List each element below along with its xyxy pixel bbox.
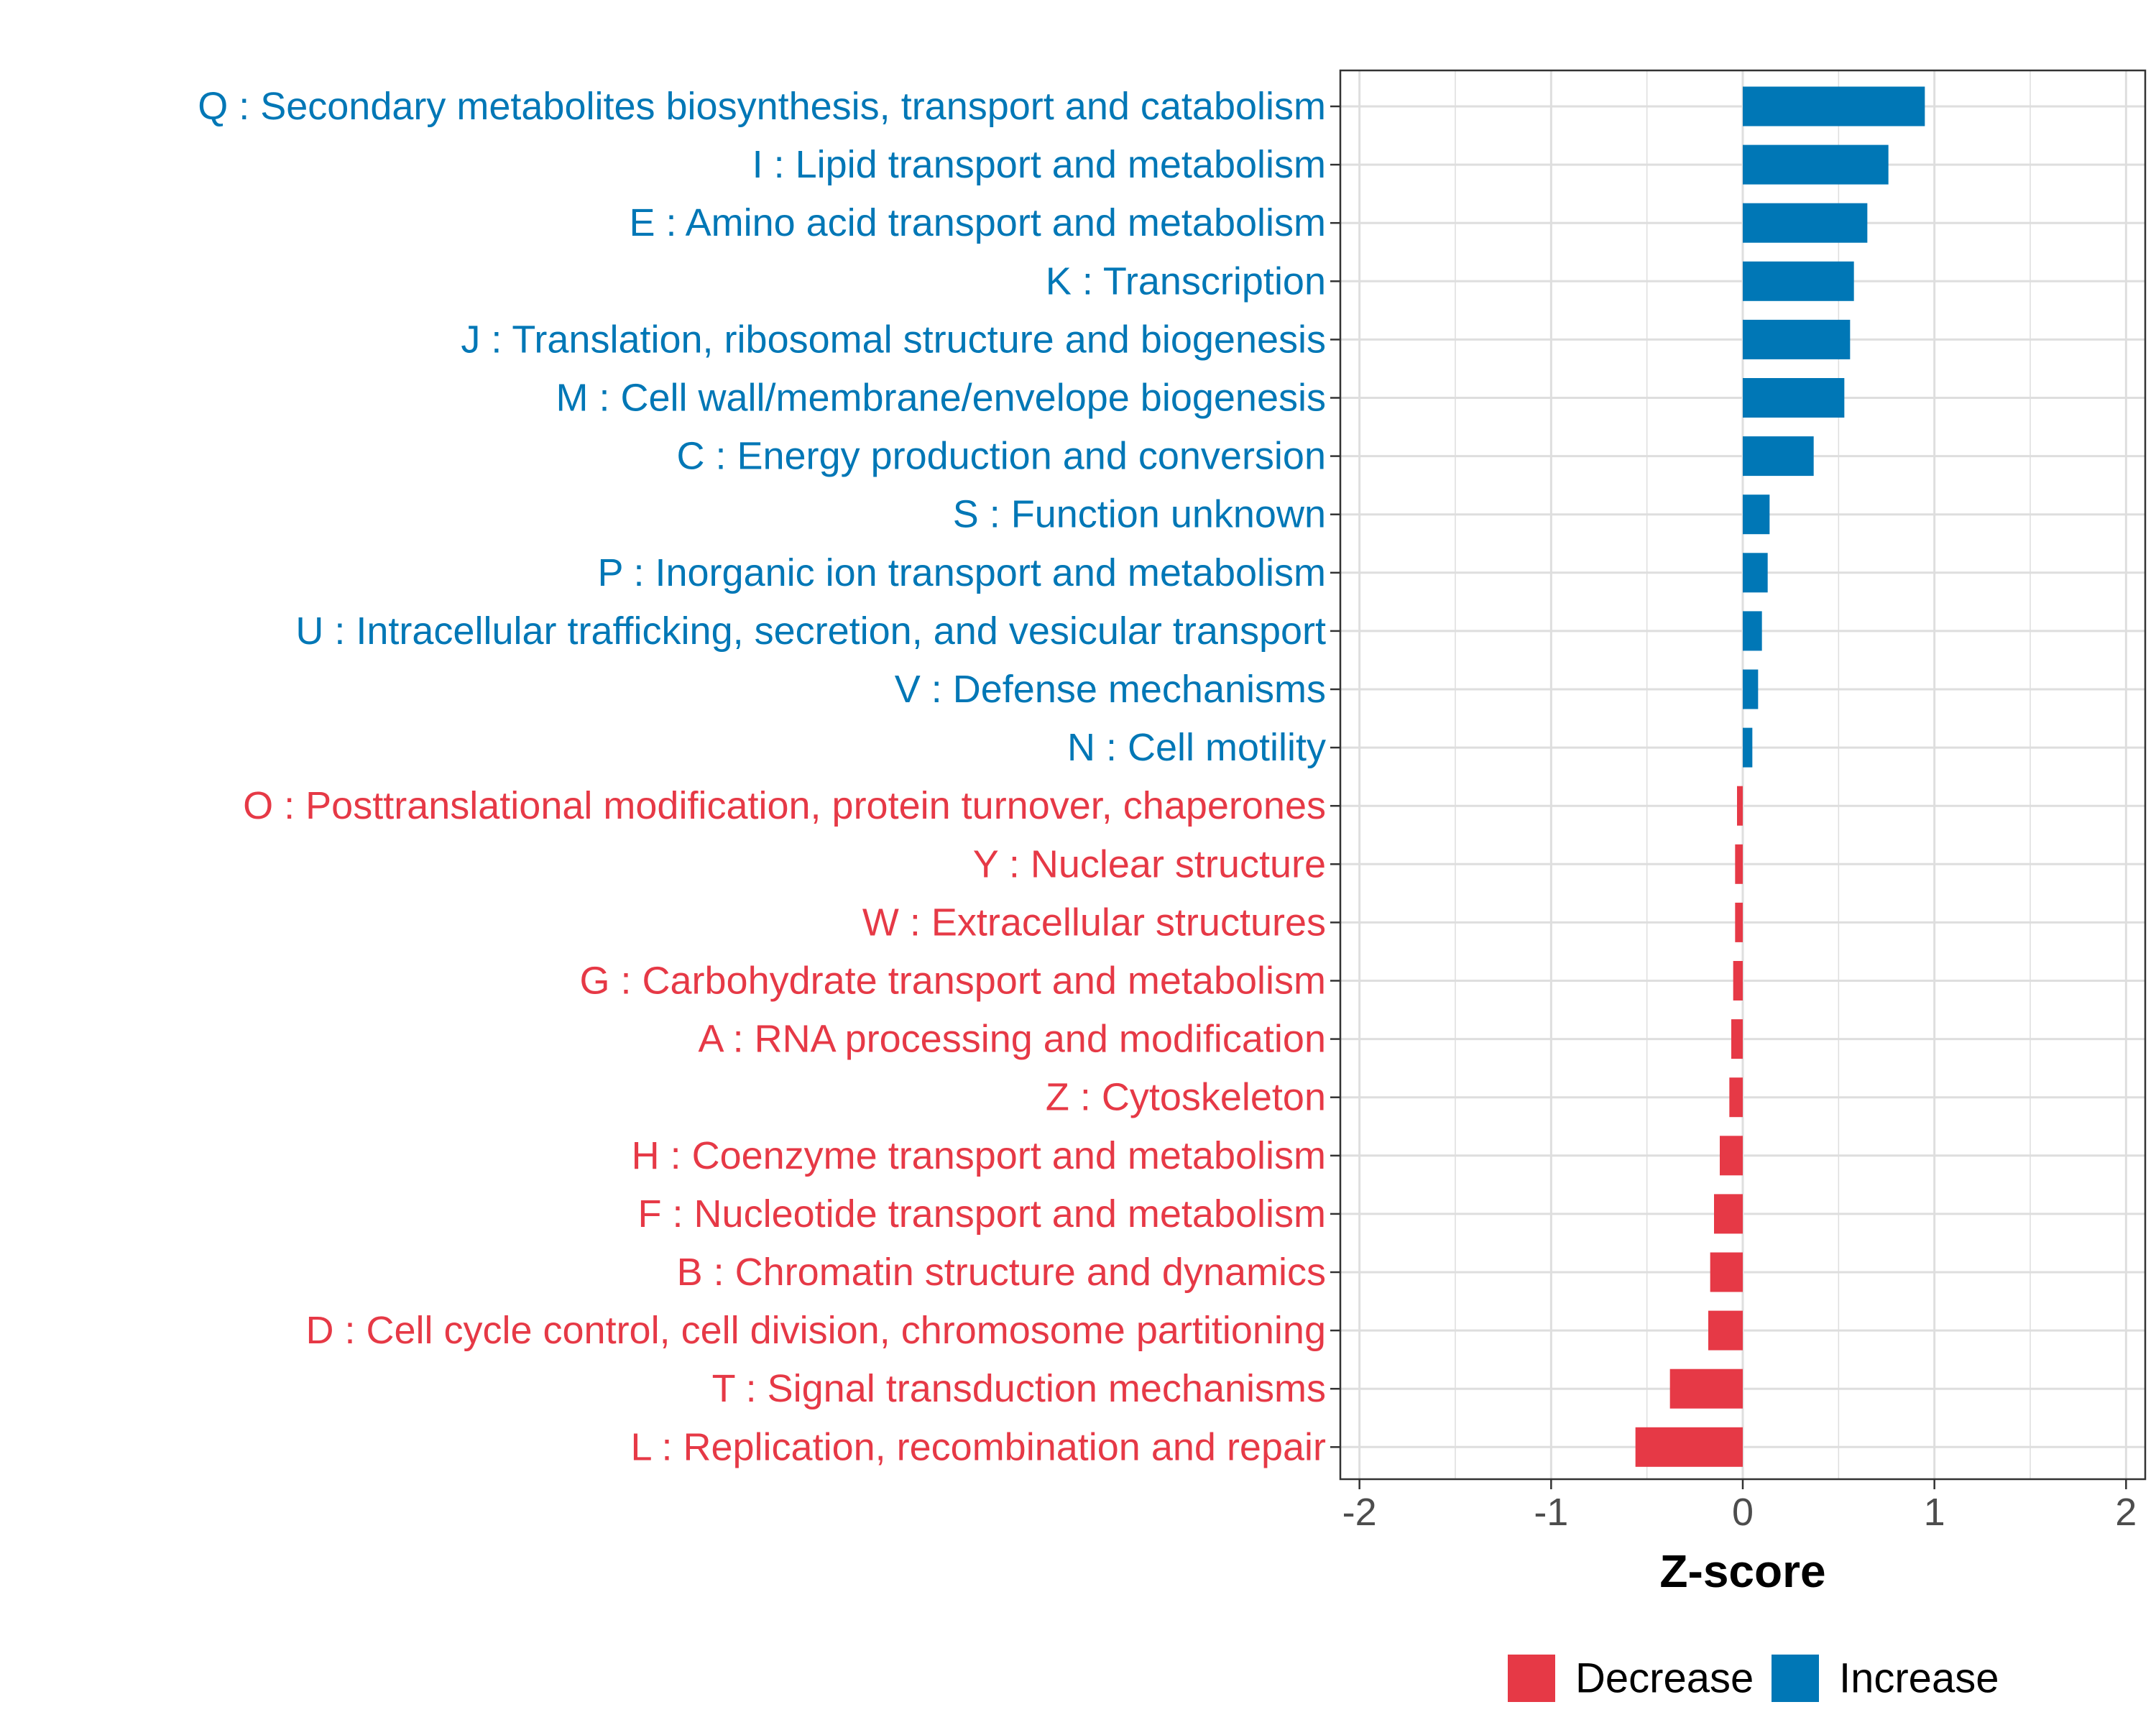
category-label: U : Intracellular trafficking, secretion… (295, 610, 1326, 653)
x-tick-label: 2 (2115, 1491, 2137, 1534)
bar (1735, 844, 1743, 884)
x-tick-label: -1 (1534, 1491, 1568, 1534)
bar (1743, 378, 1845, 418)
x-tick-label: -2 (1342, 1491, 1377, 1534)
category-label: B : Chromatin structure and dynamics (677, 1251, 1326, 1294)
category-label: W : Extracellular structures (862, 901, 1326, 944)
category-labels: Q : Secondary metabolites biosynthesis, … (198, 85, 1326, 1468)
bar (1743, 553, 1768, 593)
bar (1743, 494, 1770, 535)
bar (1743, 727, 1753, 768)
bar (1743, 203, 1868, 243)
bar (1669, 1368, 1743, 1409)
x-axis-title: Z-score (1659, 1545, 1825, 1597)
category-label: S : Function unknown (953, 493, 1326, 536)
category-label: G : Carbohydrate transport and metabolis… (580, 960, 1327, 1003)
bar (1743, 669, 1759, 709)
legend-label-increase: Increase (1839, 1655, 1999, 1702)
category-label: M : Cell wall/membrane/envelope biogenes… (556, 377, 1326, 420)
bar (1710, 1252, 1743, 1292)
category-label: P : Inorganic ion transport and metaboli… (597, 551, 1326, 594)
category-label: I : Lipid transport and metabolism (752, 143, 1326, 186)
bar (1733, 961, 1743, 1000)
bar (1743, 611, 1762, 651)
category-label: E : Amino acid transport and metabolism (630, 201, 1326, 244)
bar (1743, 261, 1854, 301)
y-ticks (1330, 105, 1340, 1448)
x-ticks: -2 -1 0 1 2 (1342, 1479, 2137, 1534)
category-label: K : Transcription (1046, 259, 1326, 303)
x-tick-label: 0 (1732, 1491, 1754, 1534)
category-label: C : Energy production and conversion (676, 435, 1326, 478)
bar (1735, 902, 1743, 942)
category-label: N : Cell motility (1067, 726, 1326, 769)
category-label: A : RNA processing and modification (699, 1018, 1326, 1061)
bars-layer (1635, 86, 1925, 1467)
legend: Decrease Increase (1508, 1655, 1999, 1702)
category-label: Z : Cytoskeleton (1046, 1076, 1326, 1119)
bar (1743, 144, 1889, 185)
bar (1743, 86, 1925, 126)
category-label: V : Defense mechanisms (895, 668, 1326, 711)
legend-key-increase (1772, 1655, 1819, 1702)
category-label: H : Coenzyme transport and metabolism (632, 1134, 1326, 1177)
bar (1720, 1136, 1743, 1176)
category-label: O : Posttranslational modification, prot… (243, 784, 1326, 827)
category-label: Q : Secondary metabolites biosynthesis, … (198, 85, 1326, 128)
category-label: D : Cell cycle control, cell division, c… (305, 1309, 1326, 1352)
bar (1743, 319, 1851, 359)
legend-key-decrease (1508, 1655, 1555, 1702)
category-label: L : Replication, recombination and repai… (630, 1425, 1326, 1468)
bar (1737, 786, 1743, 826)
x-tick-label: 1 (1924, 1491, 1945, 1534)
bar (1635, 1427, 1743, 1467)
category-label: T : Signal transduction mechanisms (712, 1367, 1326, 1410)
bar (1714, 1194, 1743, 1234)
legend-label-decrease: Decrease (1575, 1655, 1754, 1702)
bar (1729, 1077, 1743, 1118)
bar (1743, 436, 1814, 477)
bar (1708, 1310, 1743, 1351)
category-label: F : Nucleotide transport and metabolism (638, 1192, 1326, 1236)
category-label: J : Translation, ribosomal structure and… (461, 318, 1326, 361)
category-label: Y : Nuclear structure (973, 842, 1326, 886)
bar (1731, 1019, 1743, 1059)
